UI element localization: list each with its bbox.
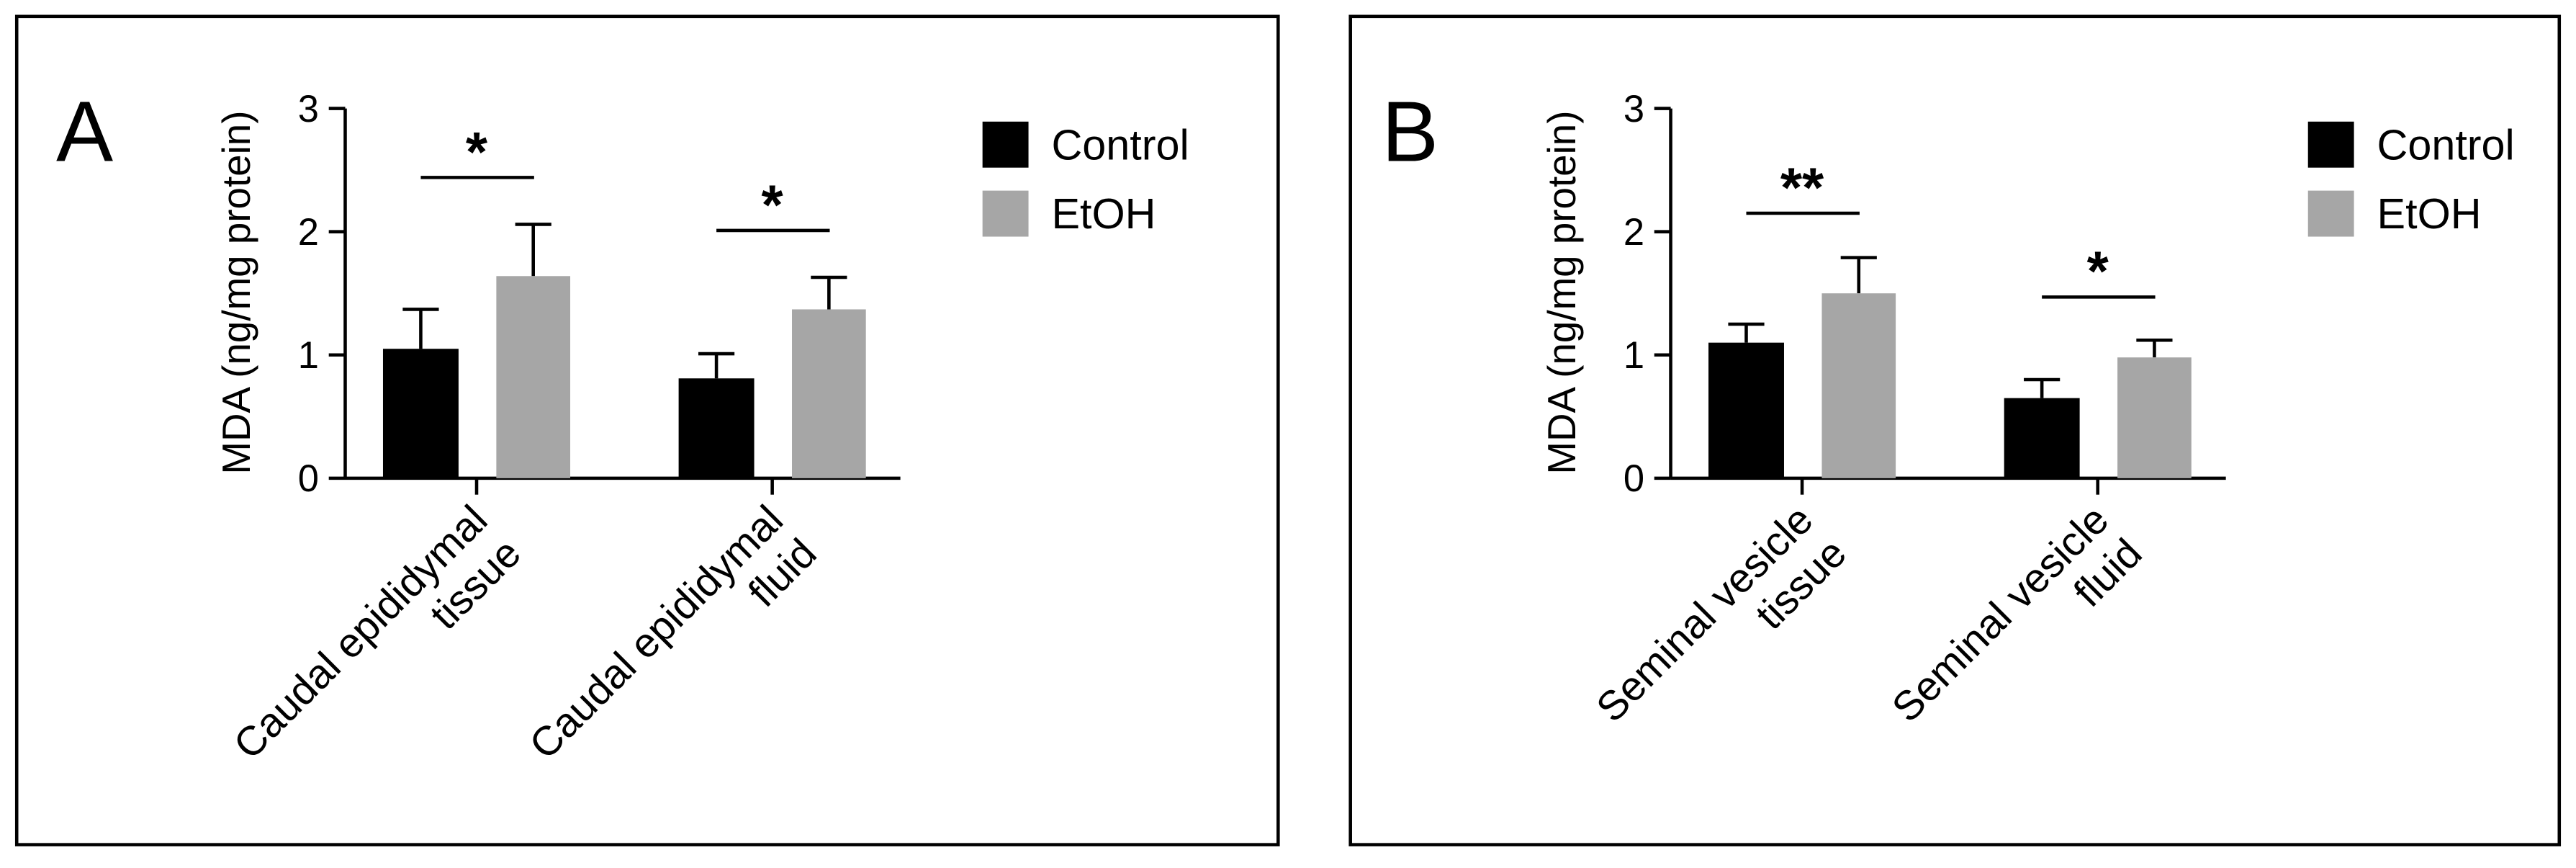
significance-label: ** — [1780, 157, 1824, 219]
legend-label: EtOH — [1051, 189, 1156, 238]
panel-frame — [1348, 14, 2562, 846]
legend-swatch — [2307, 190, 2354, 237]
bar — [2004, 398, 2080, 478]
y-tick-label: 0 — [1623, 458, 1644, 500]
significance-label: * — [2087, 241, 2109, 303]
y-tick-label: 1 — [1623, 335, 1644, 377]
panel-label: A — [56, 85, 113, 180]
y-tick-label: 1 — [298, 335, 319, 377]
y-axis-label: MDA (ng/mg protein) — [1539, 111, 1584, 475]
bar — [1821, 293, 1896, 478]
bar — [382, 349, 459, 478]
x-tick-label: Seminal vesicletissue — [1588, 496, 1855, 764]
legend-swatch — [982, 190, 1029, 237]
significance-label: * — [762, 174, 784, 236]
significance-label: * — [466, 121, 488, 183]
x-tick-label: Caudal epididymalfluid — [521, 496, 825, 801]
legend-swatch — [982, 121, 1029, 168]
bar — [792, 309, 866, 478]
x-tick-label: Caudal epididymaltissue — [225, 496, 530, 801]
legend-swatch — [2307, 121, 2354, 168]
bar — [1708, 342, 1784, 478]
y-tick-label: 2 — [1623, 212, 1644, 254]
x-tick-label: Seminal vesiclefluid — [1883, 496, 2151, 764]
bar — [2117, 357, 2192, 478]
y-tick-label: 3 — [1623, 89, 1644, 130]
bar — [496, 276, 571, 478]
legend-label: EtOH — [2377, 189, 2482, 238]
y-tick-label: 0 — [298, 458, 319, 500]
legend-label: Control — [2377, 120, 2515, 169]
y-tick-label: 2 — [298, 212, 319, 254]
y-axis-label: MDA (ng/mg protein) — [214, 111, 258, 475]
y-tick-label: 3 — [298, 89, 319, 130]
panel-label: B — [1382, 85, 1438, 180]
bar — [678, 378, 755, 478]
panel-frame — [14, 14, 1280, 846]
legend-label: Control — [1051, 120, 1189, 169]
